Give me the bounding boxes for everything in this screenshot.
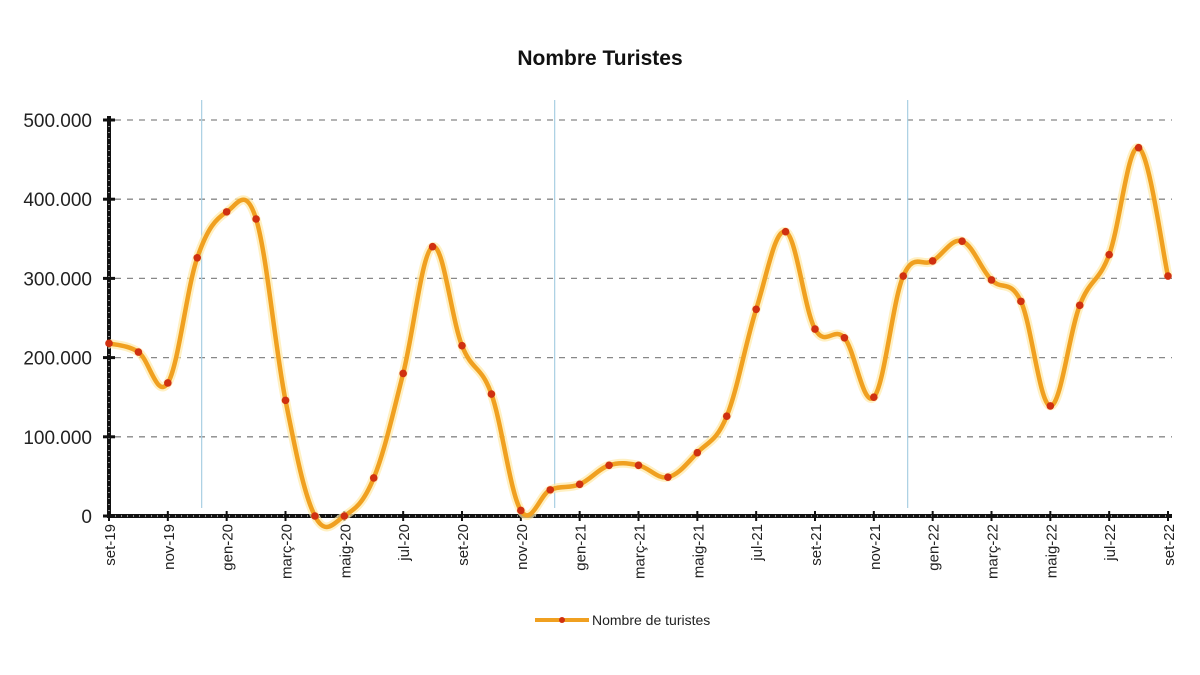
x-tick-label: jul-20 <box>396 524 413 562</box>
x-tick-label: gen-22 <box>926 524 943 571</box>
data-point-marker <box>1017 297 1025 306</box>
y-tick-label: 100.000 <box>23 428 92 449</box>
data-point-marker <box>840 334 849 342</box>
y-axis-ticks: 0 100.000 200.000 300.000 400.000 500.000 <box>23 111 115 528</box>
year-dividers <box>201 100 909 508</box>
data-point-marker <box>722 412 731 421</box>
x-tick-label: gen-20 <box>220 524 237 571</box>
legend-label: Nombre de turistes <box>592 612 711 628</box>
data-point-marker <box>1164 272 1172 280</box>
data-point-marker <box>164 379 172 387</box>
x-axis-ticks: set-19 nov-19 gen-20 març-20 maig-20 jul-20 se… <box>102 511 1178 579</box>
axes <box>107 116 1172 518</box>
x-tick-label: març-22 <box>985 524 1002 579</box>
y-tick-label: 0 <box>81 507 92 528</box>
x-tick-label: maig-21 <box>690 524 707 578</box>
data-point-marker <box>311 512 319 520</box>
gridlines <box>115 119 1172 438</box>
x-tick-label: nov-19 <box>161 524 178 570</box>
data-point-marker <box>193 254 202 262</box>
x-tick-label: nov-20 <box>514 524 531 570</box>
data-point-marker <box>1134 143 1143 152</box>
x-tick-label: maig-20 <box>337 524 354 578</box>
data-point-marker <box>399 369 407 378</box>
x-tick-label: set-20 <box>455 524 472 566</box>
x-tick-label: jul-22 <box>1102 524 1119 562</box>
data-point-marker <box>781 227 790 236</box>
x-tick-label: set-19 <box>102 524 119 566</box>
data-point-marker <box>222 208 231 216</box>
y-tick-label: 200.000 <box>23 349 92 370</box>
x-tick-label: març-21 <box>632 524 649 579</box>
x-tick-label: maig-22 <box>1043 524 1060 578</box>
data-point-marker <box>958 237 966 245</box>
data-point-marker <box>281 396 290 405</box>
data-point-marker <box>928 257 937 265</box>
data-point-marker <box>1075 301 1084 310</box>
series-line <box>108 145 1171 530</box>
y-tick-label: 500.000 <box>23 111 92 132</box>
x-tick-label: set-21 <box>808 524 825 566</box>
x-tick-label: nov-21 <box>867 524 884 570</box>
chart-title: Nombre Turistes <box>517 47 683 70</box>
data-point-marker <box>487 390 496 398</box>
data-point-marker <box>870 393 878 402</box>
data-point-marker <box>899 272 908 280</box>
y-tick-label: 300.000 <box>23 269 92 290</box>
data-point-marker <box>428 242 437 251</box>
data-point-marker <box>1046 402 1055 410</box>
data-point-marker <box>987 276 996 284</box>
data-point-marker <box>752 305 760 314</box>
data-point-marker <box>1105 250 1113 259</box>
data-point-marker <box>664 473 672 481</box>
x-tick-label: març-20 <box>279 524 296 579</box>
x-tick-label: set-22 <box>1161 524 1178 566</box>
y-tick-label: 400.000 <box>23 190 92 211</box>
data-point-marker <box>369 474 378 482</box>
data-point-marker <box>811 325 819 333</box>
data-point-marker <box>693 448 702 457</box>
data-point-marker <box>575 480 584 489</box>
series-nombre-de-turistes <box>105 143 1173 532</box>
data-point-marker <box>105 339 113 348</box>
data-point-marker <box>546 486 555 494</box>
data-point-marker <box>340 512 349 520</box>
legend-line-marker-icon <box>535 613 589 627</box>
data-point-marker <box>605 461 613 470</box>
data-point-marker <box>252 215 260 223</box>
legend: Nombre de turistes <box>535 612 710 628</box>
data-point-marker <box>134 348 143 356</box>
data-point-marker <box>634 461 643 470</box>
x-tick-label: jul-21 <box>749 524 766 562</box>
data-point-marker <box>458 341 466 350</box>
x-tick-label: gen-21 <box>573 524 590 571</box>
data-point-marker <box>517 506 525 515</box>
